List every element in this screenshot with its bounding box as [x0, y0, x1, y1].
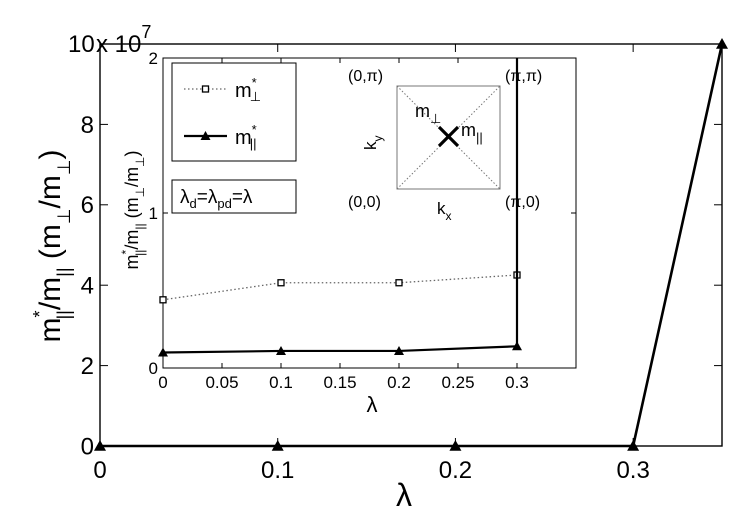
- bz-kx-label: kx: [437, 199, 452, 223]
- x-tick-label: 0.1: [261, 457, 294, 484]
- x-tick-label: 0.15: [323, 373, 356, 392]
- data-point-triangle: [94, 440, 106, 451]
- inset-legend: m* ⊥ m* ||: [171, 62, 297, 162]
- data-point-triangle: [716, 38, 728, 49]
- legend-box: [171, 62, 297, 162]
- main-ylabel: m* ||/m|| (m⊥/m⊥): [30, 149, 74, 342]
- x-tick-label: 0.2: [387, 373, 411, 392]
- param-box-label: λd=λpd=λ: [180, 187, 253, 211]
- data-point-triangle: [271, 440, 284, 451]
- bz-corner-bottom-left: (0,0): [348, 194, 381, 211]
- data-point-square: [277, 279, 285, 287]
- data-point-triangle: [627, 440, 640, 451]
- param-box-frame: [171, 179, 297, 214]
- bz-corner-bottom-right: (π,0): [505, 194, 540, 211]
- legend-par-label: m* ||: [235, 122, 257, 151]
- x-tick-label: 0.25: [441, 373, 474, 392]
- inset-ylabel: m*||/m|| (m⊥/m⊥): [119, 150, 147, 269]
- main-series: [94, 38, 728, 451]
- legend-perp-marker: [201, 85, 210, 93]
- inset-ticks: 0 0.05 0.1 0.15 0.2 0.25 0.3 0 1 2: [149, 49, 576, 392]
- bz-perp-label: m⊥: [415, 101, 441, 126]
- legend-perp-label: m* ⊥: [235, 75, 261, 104]
- bz-ky-label: ky: [361, 136, 385, 151]
- inset-series: [158, 58, 522, 357]
- param-box: λd=λpd=λ: [171, 179, 297, 214]
- legend-par-marker: [200, 131, 211, 140]
- data-point-triangle: [158, 347, 168, 357]
- main-xlabel: λ: [396, 477, 412, 513]
- inset-xlabel: λ: [367, 392, 378, 417]
- data-point-triangle: [276, 345, 286, 355]
- y-tick-label: 4: [81, 273, 94, 300]
- x-tick-label: 0: [93, 457, 106, 484]
- data-point-square: [395, 279, 403, 287]
- x-tick-label: 0.1: [269, 373, 293, 392]
- series-line: [162, 274, 518, 301]
- main-exponent-label: x 107: [96, 22, 151, 58]
- y-tick-label: 6: [81, 192, 94, 219]
- y-tick-label: 1: [149, 204, 158, 223]
- y-tick-label: 0: [149, 359, 158, 378]
- bz-cross-b: [437, 125, 460, 148]
- bz-corner-top-left: (0,π): [348, 68, 383, 85]
- series-line: [162, 345, 518, 354]
- data-point-triangle: [394, 345, 404, 355]
- x-tick-label: 0.2: [439, 457, 472, 484]
- x-tick-label: 0.3: [505, 373, 529, 392]
- y-tick-label: 8: [81, 112, 94, 139]
- brillouin-zone-diagram: (0,π) (π,π) (0,0) (π,0) kx ky m⊥ m||: [348, 68, 542, 223]
- y-tick-label: 2: [149, 49, 158, 68]
- data-point-square: [159, 296, 167, 304]
- y-tick-label: 0: [81, 433, 94, 460]
- bz-square: [396, 85, 501, 190]
- bz-par-label: m||: [461, 120, 483, 145]
- x-tick-label: 0.05: [205, 373, 238, 392]
- x-tick-label: 0: [158, 373, 167, 392]
- data-point-triangle: [449, 440, 462, 451]
- x-tick-label: 0.3: [616, 457, 649, 484]
- y-tick-label-top: 10: [68, 31, 95, 58]
- bz-corner-top-right: (π,π): [505, 68, 542, 85]
- y-tick-label: 2: [81, 353, 94, 380]
